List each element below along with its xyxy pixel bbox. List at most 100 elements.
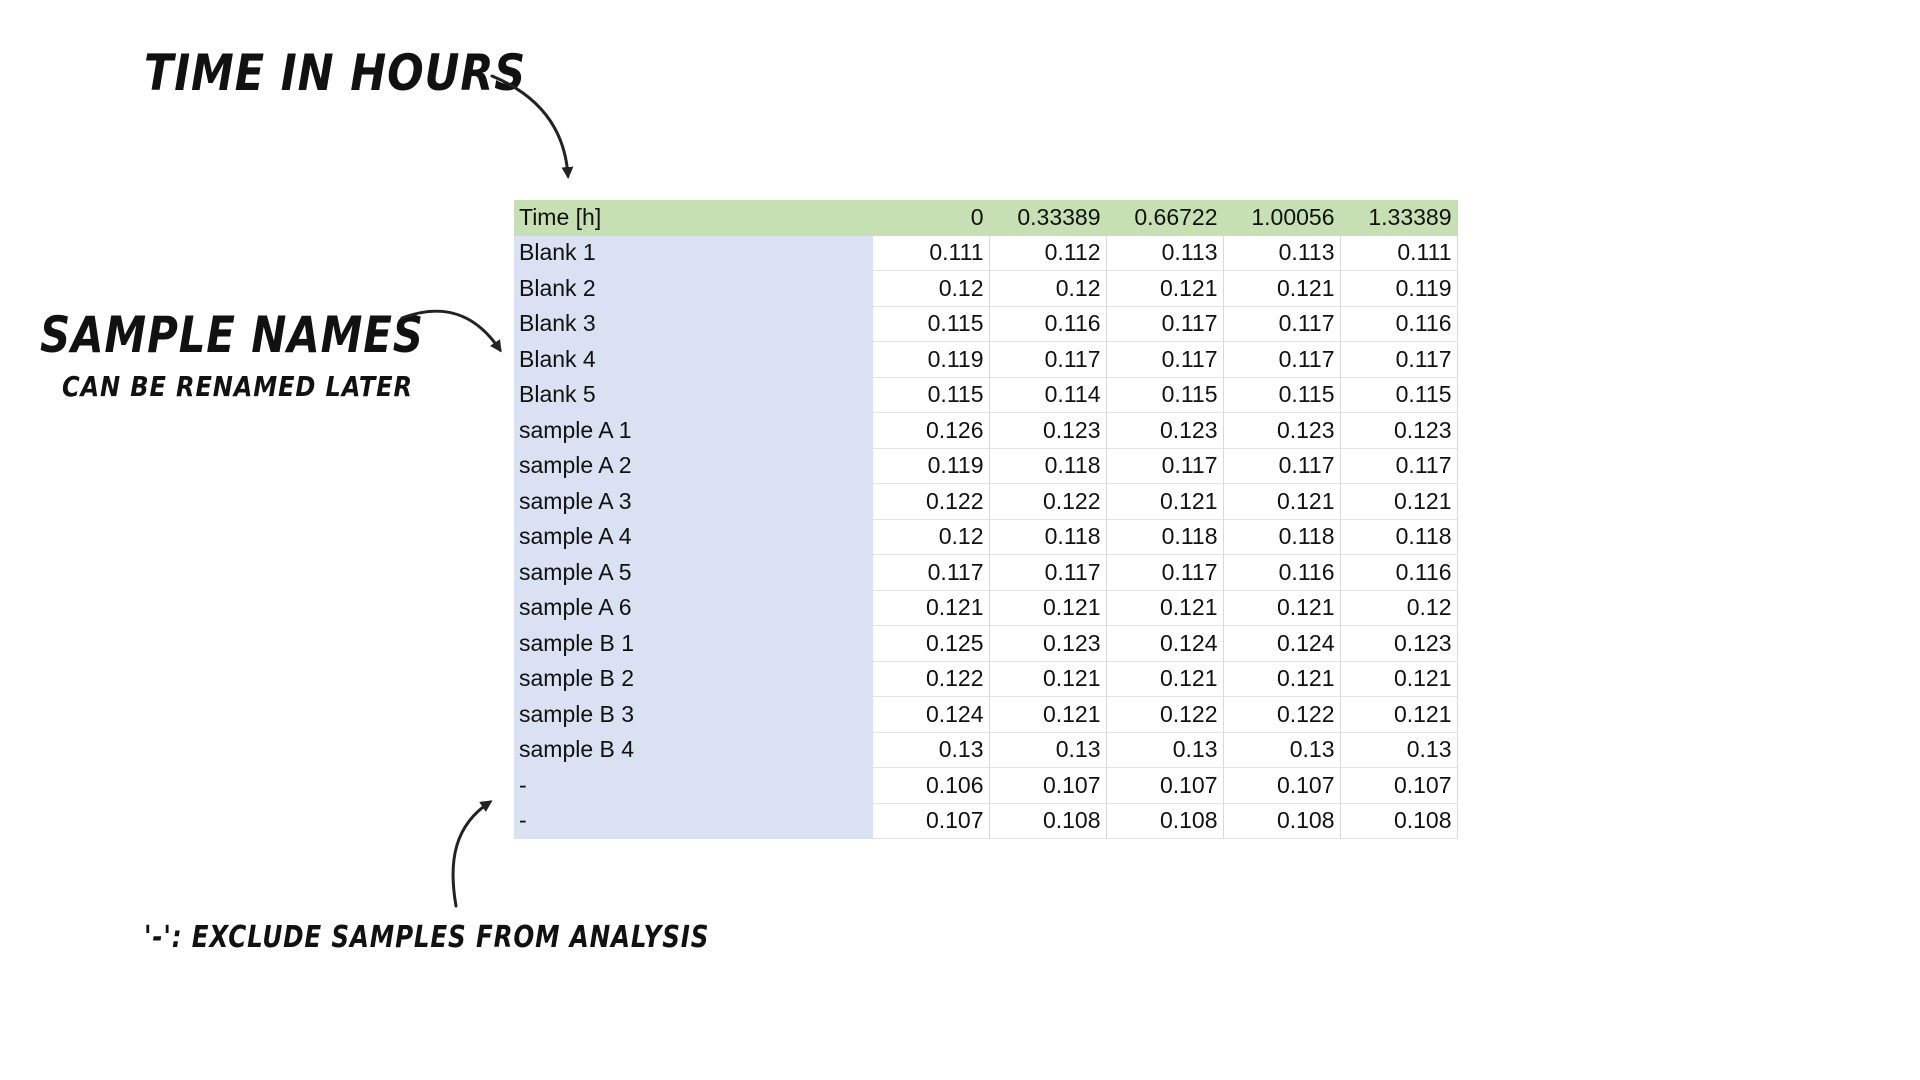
sample-name-cell[interactable]: sample B 2 [514,661,873,697]
measurement-cell[interactable]: 0.108 [1340,803,1458,839]
measurement-cell[interactable]: 0.119 [872,341,990,378]
measurement-cell[interactable]: 0.117 [1106,341,1224,378]
measurement-cell[interactable]: 0.12 [872,519,990,555]
measurement-cell[interactable]: 0.122 [1106,696,1224,733]
measurement-cell[interactable]: 0.121 [1106,590,1224,626]
sample-name-cell[interactable]: sample A 4 [514,519,873,555]
sample-name-cell[interactable]: Blank 1 [514,235,873,271]
measurement-cell[interactable]: 0.123 [1106,412,1224,449]
measurement-cell[interactable]: 0.122 [989,483,1107,520]
sample-name-cell[interactable]: sample B 4 [514,732,873,768]
measurement-cell[interactable]: 0.125 [872,625,990,662]
measurement-cell[interactable]: 0.121 [1340,661,1458,697]
measurement-cell[interactable]: 0.106 [872,767,990,804]
measurement-cell[interactable]: 0.119 [1340,270,1458,307]
measurement-cell[interactable]: 0.13 [989,732,1107,768]
measurement-cell[interactable]: 0.108 [1106,803,1224,839]
measurement-cell[interactable]: 0.123 [1340,625,1458,662]
measurement-cell[interactable]: 0.113 [1106,235,1224,271]
measurement-cell[interactable]: 0.12 [1340,590,1458,626]
measurement-cell[interactable]: 0.122 [872,661,990,697]
measurement-cell[interactable]: 0.118 [1340,519,1458,555]
measurement-cell[interactable]: 0.117 [1340,341,1458,378]
sample-name-cell[interactable]: sample A 2 [514,448,873,484]
measurement-cell[interactable]: 0.107 [872,803,990,839]
sample-name-cell[interactable]: sample A 1 [514,412,873,449]
measurement-cell[interactable]: 0.113 [1223,235,1341,271]
measurement-cell[interactable]: 0.121 [989,696,1107,733]
measurement-cell[interactable]: 0.117 [1106,306,1224,342]
measurement-cell[interactable]: 0.118 [989,519,1107,555]
measurement-cell[interactable]: 0.116 [1223,554,1341,591]
measurement-cell[interactable]: 0.116 [1340,306,1458,342]
measurement-cell[interactable]: 0.117 [989,341,1107,378]
measurement-cell[interactable]: 0.107 [989,767,1107,804]
sample-name-cell[interactable]: sample B 3 [514,696,873,733]
sample-name-cell[interactable]: - [514,803,873,839]
measurement-cell[interactable]: 0.117 [1106,448,1224,484]
sample-name-cell[interactable]: Blank 5 [514,377,873,413]
measurement-cell[interactable]: 0.121 [1340,483,1458,520]
measurement-cell[interactable]: 0.122 [872,483,990,520]
measurement-cell[interactable]: 0.108 [989,803,1107,839]
measurement-cell[interactable]: 0.119 [872,448,990,484]
sample-name-cell[interactable]: - [514,767,873,804]
measurement-cell[interactable]: 0.121 [1223,270,1341,307]
measurement-cell[interactable]: 0.114 [989,377,1107,413]
measurement-cell[interactable]: 0.121 [1223,483,1341,520]
measurement-cell[interactable]: 0.123 [989,625,1107,662]
measurement-cell[interactable]: 0.117 [1106,554,1224,591]
measurement-cell[interactable]: 0.121 [1106,661,1224,697]
measurement-cell[interactable]: 0.116 [989,306,1107,342]
measurement-cell[interactable]: 0.121 [1340,696,1458,733]
measurement-cell[interactable]: 0.117 [1340,448,1458,484]
measurement-cell[interactable]: 0.121 [989,590,1107,626]
measurement-cell[interactable]: 0.123 [1340,412,1458,449]
measurement-cell[interactable]: 0.122 [1223,696,1341,733]
measurement-cell[interactable]: 0.115 [1106,377,1224,413]
measurement-cell[interactable]: 0.121 [1106,483,1224,520]
measurement-cell[interactable]: 0.13 [1106,732,1224,768]
measurement-cell[interactable]: 0.13 [1223,732,1341,768]
measurement-cell[interactable]: 0.121 [989,661,1107,697]
sample-name-cell[interactable]: Blank 4 [514,341,873,378]
measurement-cell[interactable]: 0.117 [989,554,1107,591]
measurement-cell[interactable]: 0.121 [1223,590,1341,626]
measurement-cell[interactable]: 0.117 [872,554,990,591]
measurement-cell[interactable]: 0.118 [1223,519,1341,555]
measurement-cell[interactable]: 0.126 [872,412,990,449]
time-header-label[interactable]: Time [h] [514,200,873,236]
measurement-cell[interactable]: 0.115 [1223,377,1341,413]
measurement-cell[interactable]: 0.111 [1340,235,1458,271]
measurement-cell[interactable]: 0.117 [1223,306,1341,342]
time-value-cell[interactable]: 0.66722 [1106,200,1224,236]
sample-name-cell[interactable]: sample A 5 [514,554,873,591]
measurement-cell[interactable]: 0.117 [1223,341,1341,378]
sample-name-cell[interactable]: sample A 6 [514,590,873,626]
time-value-cell[interactable]: 1.00056 [1223,200,1341,236]
sample-name-cell[interactable]: Blank 3 [514,306,873,342]
time-value-cell[interactable]: 0 [872,200,990,236]
measurement-cell[interactable]: 0.111 [872,235,990,271]
measurement-cell[interactable]: 0.115 [872,377,990,413]
measurement-cell[interactable]: 0.123 [1223,412,1341,449]
measurement-cell[interactable]: 0.124 [1106,625,1224,662]
measurement-cell[interactable]: 0.121 [1223,661,1341,697]
measurement-cell[interactable]: 0.108 [1223,803,1341,839]
measurement-cell[interactable]: 0.117 [1223,448,1341,484]
measurement-cell[interactable]: 0.12 [989,270,1107,307]
measurement-cell[interactable]: 0.123 [989,412,1107,449]
measurement-cell[interactable]: 0.115 [872,306,990,342]
measurement-cell[interactable]: 0.13 [1340,732,1458,768]
measurement-cell[interactable]: 0.112 [989,235,1107,271]
measurement-cell[interactable]: 0.116 [1340,554,1458,591]
measurement-cell[interactable]: 0.12 [872,270,990,307]
measurement-cell[interactable]: 0.13 [872,732,990,768]
measurement-cell[interactable]: 0.118 [1106,519,1224,555]
measurement-cell[interactable]: 0.115 [1340,377,1458,413]
time-value-cell[interactable]: 1.33389 [1340,200,1458,236]
measurement-cell[interactable]: 0.118 [989,448,1107,484]
measurement-cell[interactable]: 0.107 [1106,767,1224,804]
sample-name-cell[interactable]: sample B 1 [514,625,873,662]
measurement-cell[interactable]: 0.121 [872,590,990,626]
